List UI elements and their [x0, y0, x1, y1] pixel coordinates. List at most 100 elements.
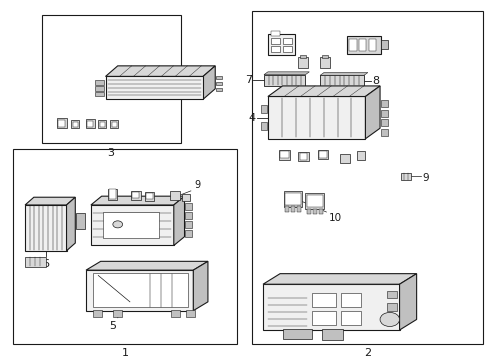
Bar [58, 120, 65, 127]
Text: 2: 2 [363, 348, 370, 358]
Bar [320, 57, 329, 68]
Bar [132, 192, 139, 198]
Bar [322, 55, 327, 58]
Bar [340, 311, 360, 325]
Bar [298, 57, 307, 68]
Polygon shape [25, 197, 75, 205]
Bar [306, 195, 322, 207]
Polygon shape [203, 66, 215, 99]
Bar [113, 310, 122, 317]
Bar [380, 119, 387, 126]
Circle shape [113, 221, 122, 228]
Bar [283, 38, 291, 44]
Bar [86, 120, 95, 128]
Bar [368, 39, 375, 51]
Bar [171, 310, 180, 317]
Polygon shape [66, 197, 75, 251]
Bar [400, 172, 410, 180]
Bar [73, 122, 78, 127]
Bar [298, 152, 308, 161]
Polygon shape [263, 274, 416, 284]
Text: 1: 1 [122, 348, 128, 357]
Bar [307, 209, 311, 215]
Text: 5: 5 [109, 321, 116, 331]
Text: 4: 4 [248, 113, 255, 123]
Bar [170, 191, 180, 200]
Bar [264, 75, 305, 86]
Bar [95, 86, 103, 90]
Bar [300, 55, 305, 58]
Bar [109, 189, 116, 199]
Bar [319, 209, 323, 215]
Bar [263, 284, 399, 330]
Bar [86, 270, 193, 311]
Bar [93, 273, 188, 307]
Bar [105, 76, 203, 99]
Bar [25, 257, 45, 267]
Text: 8: 8 [372, 76, 379, 86]
Bar [184, 230, 191, 237]
Bar [184, 221, 191, 228]
Bar [270, 31, 279, 36]
Bar [340, 293, 360, 307]
Bar [98, 121, 106, 128]
Bar [87, 121, 93, 127]
Text: 9: 9 [422, 172, 428, 183]
Bar [280, 151, 288, 158]
Bar [386, 315, 396, 323]
Bar [108, 189, 117, 200]
Bar [380, 129, 387, 136]
Polygon shape [365, 86, 379, 139]
Bar [91, 205, 173, 246]
Bar [282, 329, 311, 339]
Bar [283, 191, 302, 207]
Polygon shape [267, 86, 379, 96]
Polygon shape [264, 72, 309, 75]
Bar [95, 92, 103, 96]
Polygon shape [173, 196, 184, 246]
Bar [215, 82, 221, 85]
Bar [311, 311, 335, 325]
Bar [95, 80, 103, 85]
Bar [93, 310, 102, 317]
Bar [299, 153, 307, 159]
Bar [251, 11, 483, 344]
Text: 7: 7 [244, 75, 251, 85]
Bar [319, 152, 326, 158]
Bar [215, 76, 221, 79]
Bar [184, 212, 191, 219]
Bar [71, 121, 79, 128]
Bar [110, 121, 118, 128]
Bar [184, 203, 191, 210]
Bar [320, 75, 363, 86]
Bar [146, 193, 153, 199]
Bar [76, 213, 84, 229]
Bar [291, 206, 295, 212]
Bar [215, 88, 221, 91]
Text: 9: 9 [194, 180, 201, 190]
Polygon shape [86, 261, 207, 270]
Polygon shape [399, 274, 416, 330]
Circle shape [379, 312, 399, 327]
Polygon shape [320, 73, 367, 75]
Bar [144, 192, 154, 201]
Bar [100, 122, 104, 127]
Bar [297, 206, 301, 212]
Bar [13, 149, 237, 344]
Bar [261, 105, 266, 113]
Text: 10: 10 [328, 213, 341, 224]
Polygon shape [193, 261, 207, 311]
Bar [283, 46, 291, 53]
Bar [270, 38, 279, 44]
Bar [305, 193, 324, 209]
Bar [285, 206, 289, 212]
Bar [356, 151, 365, 160]
Bar [348, 39, 356, 51]
Bar [261, 122, 266, 130]
Bar [267, 34, 294, 55]
Bar [321, 329, 343, 340]
Bar [25, 205, 66, 251]
Bar [311, 293, 335, 307]
Bar [278, 150, 290, 160]
Bar [339, 154, 349, 163]
